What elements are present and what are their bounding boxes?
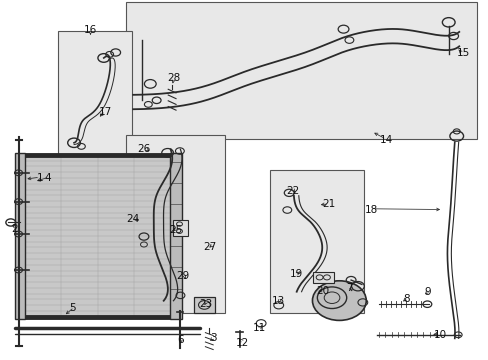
Bar	[58, 31, 132, 167]
Ellipse shape	[312, 281, 366, 320]
Text: 2: 2	[11, 224, 18, 234]
Text: 17: 17	[98, 107, 112, 117]
Text: 18: 18	[364, 204, 378, 215]
Text: 7: 7	[346, 283, 352, 293]
Text: 11: 11	[252, 323, 265, 333]
Text: 6: 6	[177, 335, 184, 345]
Text: 16: 16	[83, 25, 97, 35]
Text: 14: 14	[379, 135, 392, 145]
Text: 1: 1	[37, 173, 43, 183]
Bar	[173, 220, 187, 235]
Text: 3: 3	[209, 333, 216, 343]
Bar	[194, 297, 215, 313]
Bar	[313, 272, 334, 283]
Text: 25: 25	[169, 225, 183, 235]
Text: 21: 21	[321, 199, 335, 210]
Text: 19: 19	[289, 269, 303, 279]
Text: 15: 15	[456, 48, 469, 58]
Text: 23: 23	[198, 299, 212, 309]
Bar	[126, 135, 224, 313]
Text: 4: 4	[44, 173, 51, 183]
Text: 12: 12	[235, 338, 249, 348]
Text: 8: 8	[403, 294, 409, 304]
Text: 9: 9	[424, 287, 430, 297]
Text: 24: 24	[126, 214, 140, 224]
Text: 10: 10	[433, 330, 446, 340]
Bar	[126, 2, 476, 139]
Bar	[169, 153, 182, 319]
Bar	[15, 153, 25, 319]
Bar	[24, 155, 171, 317]
Text: 22: 22	[285, 186, 299, 196]
Text: 28: 28	[166, 73, 180, 84]
Text: 26: 26	[137, 144, 151, 154]
Text: 20: 20	[316, 286, 328, 296]
Bar	[270, 170, 364, 313]
Text: 5: 5	[69, 303, 76, 313]
Text: 13: 13	[271, 296, 285, 306]
Text: 29: 29	[176, 271, 190, 282]
Text: 27: 27	[203, 242, 217, 252]
